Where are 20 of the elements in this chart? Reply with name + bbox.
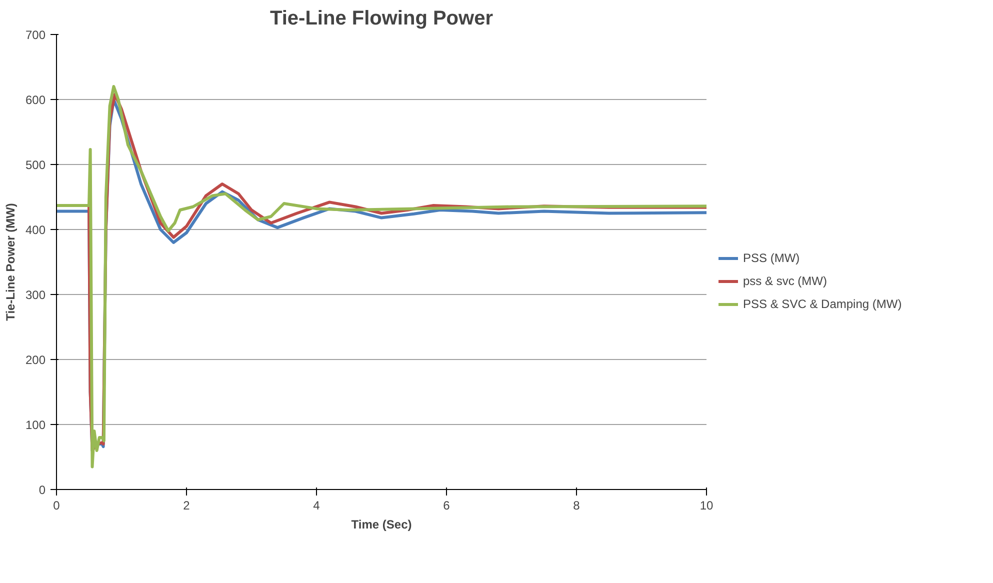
- x-tick-label: 0: [53, 498, 60, 512]
- x-tick-label: 2: [183, 498, 190, 512]
- y-tick-label: 300: [25, 288, 46, 302]
- y-tick-label: 200: [25, 353, 46, 367]
- legend-label: PSS (MW): [743, 251, 800, 265]
- y-tick-label: 700: [25, 28, 46, 42]
- y-tick-label: 600: [25, 93, 46, 107]
- x-tick-label: 4: [313, 498, 320, 512]
- x-axis-title: Time (Sec): [351, 518, 412, 532]
- x-tick-label: 8: [573, 498, 580, 512]
- legend-label: PSS & SVC & Damping (MW): [743, 297, 902, 311]
- x-tick-label: 6: [443, 498, 450, 512]
- y-tick-label: 0: [38, 483, 46, 497]
- y-axis-title: Tie-Line Power (MW): [3, 203, 18, 321]
- chart-title: Tie-Line Flowing Power: [270, 8, 494, 30]
- x-tick-label: 10: [700, 498, 714, 512]
- y-tick-label: 400: [25, 223, 46, 237]
- y-tick-label: 500: [25, 158, 46, 172]
- y-tick-label: 100: [25, 418, 46, 432]
- legend-label: pss & svc (MW): [743, 274, 827, 288]
